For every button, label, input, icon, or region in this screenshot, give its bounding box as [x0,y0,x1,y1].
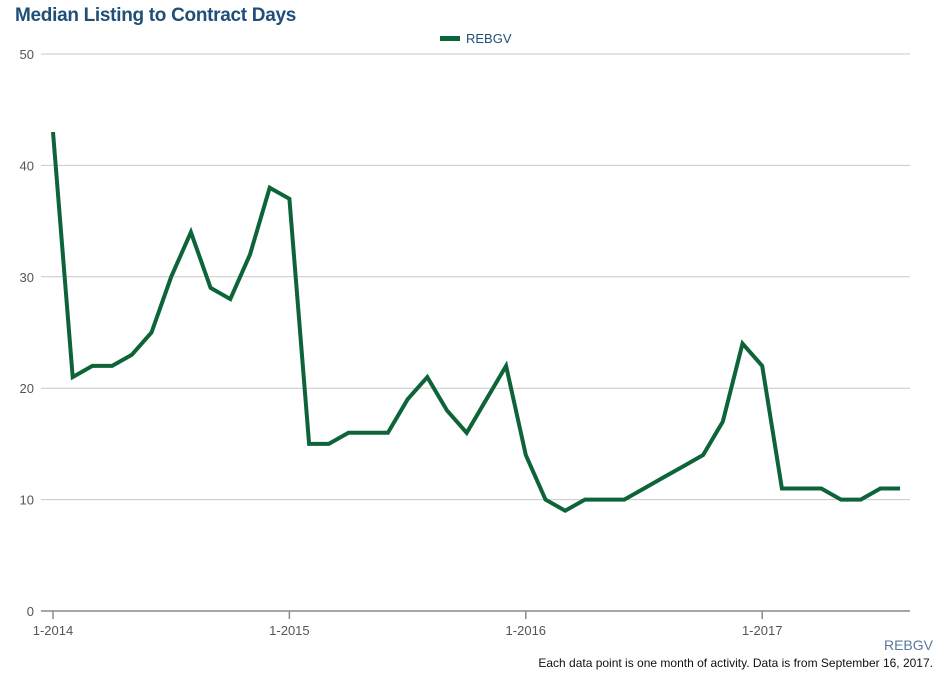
footnote: Each data point is one month of activity… [538,656,933,670]
source-label[interactable]: REBGV [883,637,933,653]
chart-title: Median Listing to Contract Days [15,5,297,26]
data-point [425,375,429,379]
data-point [800,486,804,490]
legend[interactable]: REBGV [440,31,512,46]
data-point [741,342,745,346]
axes: 0 10 20 30 40 50 1-2014 1-2015 1-2016 1-2017 [20,47,910,638]
data-point [228,297,232,301]
data-point [819,486,823,490]
x-tick-label: 1-2014 [33,623,73,638]
data-point [268,186,272,190]
x-tick-label: 1-2016 [506,623,546,638]
y-tick-label: 10 [20,493,34,508]
data-point [465,431,469,435]
legend-label: REBGV [466,31,512,46]
data-point [544,498,548,502]
data-point [681,464,685,468]
series-line-rebgv [51,131,901,513]
data-point [209,286,213,290]
data-point [169,275,173,279]
x-tick-label: 1-2017 [742,623,782,638]
data-point [642,486,646,490]
data-point [859,498,863,502]
data-point [622,498,626,502]
data-point [366,431,370,435]
data-point [130,353,134,357]
data-point [90,364,94,368]
data-point [110,364,114,368]
data-point [150,331,154,335]
data-point [563,509,567,513]
data-point [71,375,75,379]
y-tick-label: 0 [27,604,34,619]
y-tick-label: 50 [20,47,34,62]
data-point [347,431,351,435]
x-tick-label: 1-2015 [269,623,309,638]
data-point [583,498,587,502]
data-point [603,498,607,502]
data-point [878,486,882,490]
data-point [662,475,666,479]
data-point [721,420,725,424]
data-point [307,442,311,446]
data-point [248,253,252,257]
data-point [484,397,488,401]
data-point [406,397,410,401]
y-tick-label: 20 [20,381,34,396]
data-point [839,498,843,502]
data-point [898,486,902,490]
data-point [524,453,528,457]
data-point [51,130,55,134]
data-point [760,364,764,368]
series-layer [51,130,902,513]
data-point [386,431,390,435]
y-tick-label: 30 [20,270,34,285]
data-point [327,442,331,446]
y-tick-label: 40 [20,158,34,173]
data-point [504,364,508,368]
legend-swatch [440,36,460,41]
data-point [287,197,291,201]
data-point [189,230,193,234]
data-point [780,486,784,490]
data-point [445,408,449,412]
data-point [701,453,705,457]
